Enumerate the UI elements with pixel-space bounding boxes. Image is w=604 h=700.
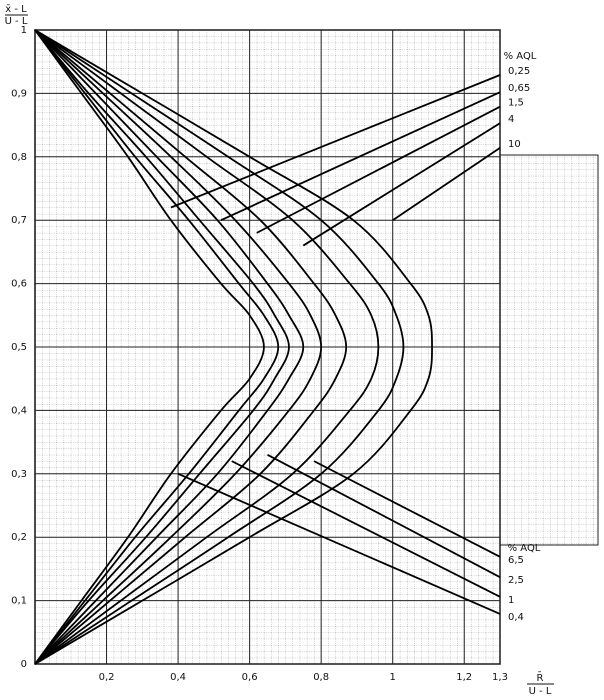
aql-curve — [34, 29, 433, 665]
y-tick-label: 0,1 — [11, 596, 27, 607]
legend-label: 0,4 — [508, 612, 524, 623]
legend-label: 2,5 — [508, 575, 524, 586]
y-tick-label: 0,2 — [11, 532, 27, 543]
aql-line — [256, 105, 501, 234]
aql-line — [177, 472, 501, 615]
x-tick-label: 1 — [390, 672, 396, 683]
aql-curve — [34, 29, 405, 665]
aql-line — [392, 147, 501, 221]
legend-label: 1,5 — [508, 98, 524, 109]
aql-line — [220, 91, 501, 222]
x-tick-label: 0,4 — [170, 672, 186, 683]
aql-curve — [34, 29, 290, 665]
legend-label: 4 — [508, 114, 514, 125]
aql-curve — [34, 29, 265, 665]
aql-line — [267, 453, 501, 578]
paper-extension — [499, 154, 599, 546]
aql-line — [170, 74, 501, 209]
x-tick-label: 0,6 — [242, 672, 258, 683]
legend-label: 1 — [508, 595, 514, 606]
aql-curve — [34, 29, 280, 665]
aql-line — [313, 460, 501, 558]
y-tick-label: 0,8 — [11, 152, 27, 163]
x-tick-label: 1,3 — [492, 672, 508, 683]
x-tick-label: 0,8 — [313, 672, 329, 683]
aql-curve — [34, 29, 323, 665]
x-tick-label: 0,2 — [99, 672, 115, 683]
y-tick-label: 0,9 — [11, 88, 27, 99]
y-label-numerator: x̄ - L — [5, 4, 27, 15]
aql-curve — [34, 29, 348, 665]
y-tick-label: 0,3 — [11, 469, 27, 480]
x-label-denominator: U - L — [529, 686, 552, 697]
y-label-denominator: U - L — [5, 16, 28, 27]
y-label: x̄ - L U - L — [5, 4, 28, 27]
aql-line — [231, 460, 501, 598]
y-tick-label: 0,4 — [11, 405, 27, 416]
y-tick-label: 0,7 — [11, 215, 27, 226]
y-tick-label: 0,5 — [11, 342, 27, 353]
y-tick-label: 1 — [21, 25, 27, 36]
legend-title: % AQL — [508, 543, 541, 554]
legend-label: 0,25 — [508, 66, 530, 77]
legend-label: 6,5 — [508, 555, 524, 566]
aql-curve — [34, 29, 380, 665]
legend-label: 0,65 — [508, 83, 530, 94]
x-label: R̄ U - L — [527, 671, 554, 697]
x-label-numerator: R̄ — [537, 671, 544, 684]
aql-line — [302, 122, 501, 247]
y-tick-label: 0 — [21, 659, 27, 670]
legend-title: % AQL — [504, 51, 537, 62]
aql-curve — [34, 29, 305, 665]
x-tick-label: 1,2 — [456, 672, 472, 683]
legend-label: 10 — [508, 139, 521, 150]
y-tick-label: 0,6 — [11, 279, 27, 290]
